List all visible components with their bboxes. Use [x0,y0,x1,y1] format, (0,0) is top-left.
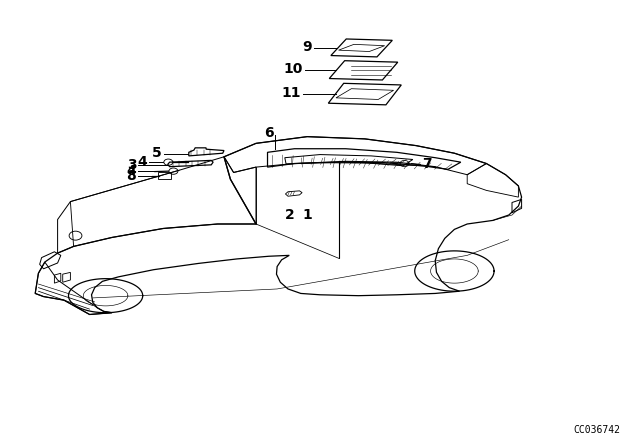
Text: 11: 11 [282,86,301,100]
Text: 6: 6 [264,126,274,140]
Text: CC036742: CC036742 [574,426,621,435]
Text: 3: 3 [127,158,136,172]
Text: 4: 4 [138,155,147,169]
Text: 4: 4 [127,164,136,178]
Text: 10: 10 [284,62,303,77]
Text: 5: 5 [152,146,162,160]
Text: 8: 8 [127,169,136,183]
Text: 7: 7 [422,157,432,172]
Text: 2: 2 [285,208,295,222]
Text: 1: 1 [302,208,312,222]
Text: 9: 9 [302,40,312,54]
